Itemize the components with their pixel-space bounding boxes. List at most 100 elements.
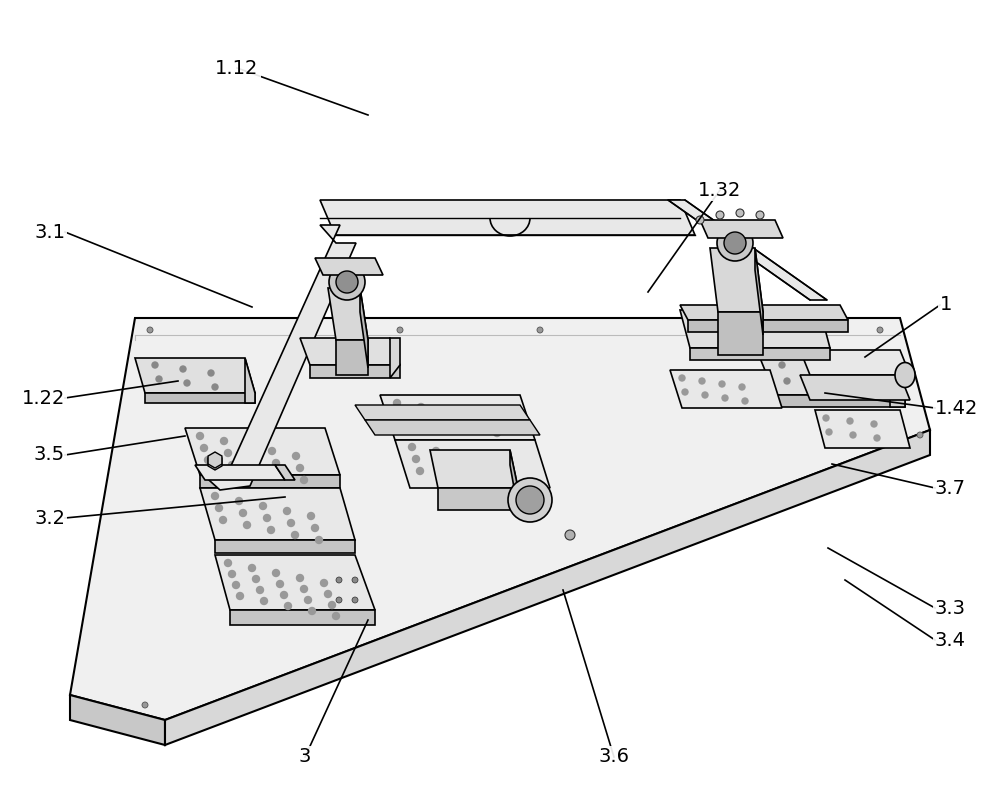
Polygon shape xyxy=(215,555,375,610)
Polygon shape xyxy=(230,610,375,625)
Polygon shape xyxy=(680,310,830,348)
Circle shape xyxy=(436,459,444,466)
Circle shape xyxy=(848,388,854,394)
Circle shape xyxy=(422,417,428,424)
Circle shape xyxy=(224,449,232,457)
Circle shape xyxy=(826,429,832,435)
Polygon shape xyxy=(510,450,518,510)
Text: 1.32: 1.32 xyxy=(698,181,742,199)
Polygon shape xyxy=(70,318,930,720)
Circle shape xyxy=(276,471,284,479)
Circle shape xyxy=(332,613,340,620)
Circle shape xyxy=(446,421,452,429)
Circle shape xyxy=(490,416,496,423)
Polygon shape xyxy=(355,405,530,420)
Circle shape xyxy=(480,455,488,462)
Circle shape xyxy=(779,362,785,368)
Circle shape xyxy=(488,479,496,487)
Circle shape xyxy=(308,608,316,614)
Circle shape xyxy=(877,327,883,333)
Circle shape xyxy=(256,587,264,593)
Circle shape xyxy=(324,591,332,597)
Circle shape xyxy=(236,497,242,504)
Polygon shape xyxy=(336,340,368,375)
Circle shape xyxy=(442,408,448,415)
Polygon shape xyxy=(718,312,763,355)
Circle shape xyxy=(244,521,250,529)
Circle shape xyxy=(252,466,260,474)
Polygon shape xyxy=(145,393,255,403)
Polygon shape xyxy=(300,338,400,365)
Polygon shape xyxy=(195,465,285,480)
Text: 3.6: 3.6 xyxy=(598,747,630,767)
Circle shape xyxy=(413,455,420,462)
Circle shape xyxy=(316,537,322,543)
Polygon shape xyxy=(200,488,355,540)
Polygon shape xyxy=(365,420,540,435)
Circle shape xyxy=(252,575,260,583)
Circle shape xyxy=(756,211,764,219)
Circle shape xyxy=(466,412,473,419)
Polygon shape xyxy=(688,320,848,332)
Circle shape xyxy=(240,509,246,516)
Circle shape xyxy=(142,702,148,708)
Circle shape xyxy=(228,571,236,578)
Circle shape xyxy=(208,370,214,376)
Circle shape xyxy=(418,404,424,411)
Text: 3.1: 3.1 xyxy=(34,223,65,241)
Polygon shape xyxy=(185,428,340,475)
Polygon shape xyxy=(70,695,165,745)
Circle shape xyxy=(509,471,516,479)
Polygon shape xyxy=(775,395,905,407)
Circle shape xyxy=(416,467,424,475)
Circle shape xyxy=(352,577,358,583)
Circle shape xyxy=(394,399,400,407)
Circle shape xyxy=(850,432,856,438)
Circle shape xyxy=(816,383,822,389)
Circle shape xyxy=(847,418,853,424)
Circle shape xyxy=(220,437,228,445)
Circle shape xyxy=(717,225,753,261)
Polygon shape xyxy=(760,358,905,395)
Circle shape xyxy=(152,362,158,368)
Circle shape xyxy=(196,433,204,440)
Circle shape xyxy=(432,448,440,454)
Circle shape xyxy=(296,575,304,582)
Polygon shape xyxy=(360,288,368,368)
Circle shape xyxy=(232,582,240,588)
Polygon shape xyxy=(710,248,763,312)
Circle shape xyxy=(336,271,358,293)
Circle shape xyxy=(280,592,288,599)
Circle shape xyxy=(329,264,365,300)
Circle shape xyxy=(398,413,404,420)
Polygon shape xyxy=(380,395,535,440)
Circle shape xyxy=(300,476,308,483)
Circle shape xyxy=(811,367,817,373)
Circle shape xyxy=(268,448,276,454)
Circle shape xyxy=(722,395,728,401)
Text: 3.5: 3.5 xyxy=(34,445,65,465)
Circle shape xyxy=(871,421,877,427)
Polygon shape xyxy=(275,465,295,480)
Polygon shape xyxy=(395,440,550,488)
Circle shape xyxy=(184,380,190,386)
Circle shape xyxy=(272,459,280,466)
Circle shape xyxy=(260,597,268,604)
Circle shape xyxy=(212,384,218,390)
Polygon shape xyxy=(208,454,222,470)
Circle shape xyxy=(440,471,448,479)
Circle shape xyxy=(505,459,512,466)
Text: 3.4: 3.4 xyxy=(935,630,966,650)
Circle shape xyxy=(200,445,208,451)
Circle shape xyxy=(156,376,162,382)
Text: 1.22: 1.22 xyxy=(22,388,65,408)
Circle shape xyxy=(724,232,746,254)
Circle shape xyxy=(228,462,236,469)
Circle shape xyxy=(180,366,186,372)
Text: 3: 3 xyxy=(299,747,311,767)
Circle shape xyxy=(308,512,314,520)
Circle shape xyxy=(460,463,468,470)
Circle shape xyxy=(212,492,218,500)
Circle shape xyxy=(456,451,464,458)
Circle shape xyxy=(300,586,308,592)
